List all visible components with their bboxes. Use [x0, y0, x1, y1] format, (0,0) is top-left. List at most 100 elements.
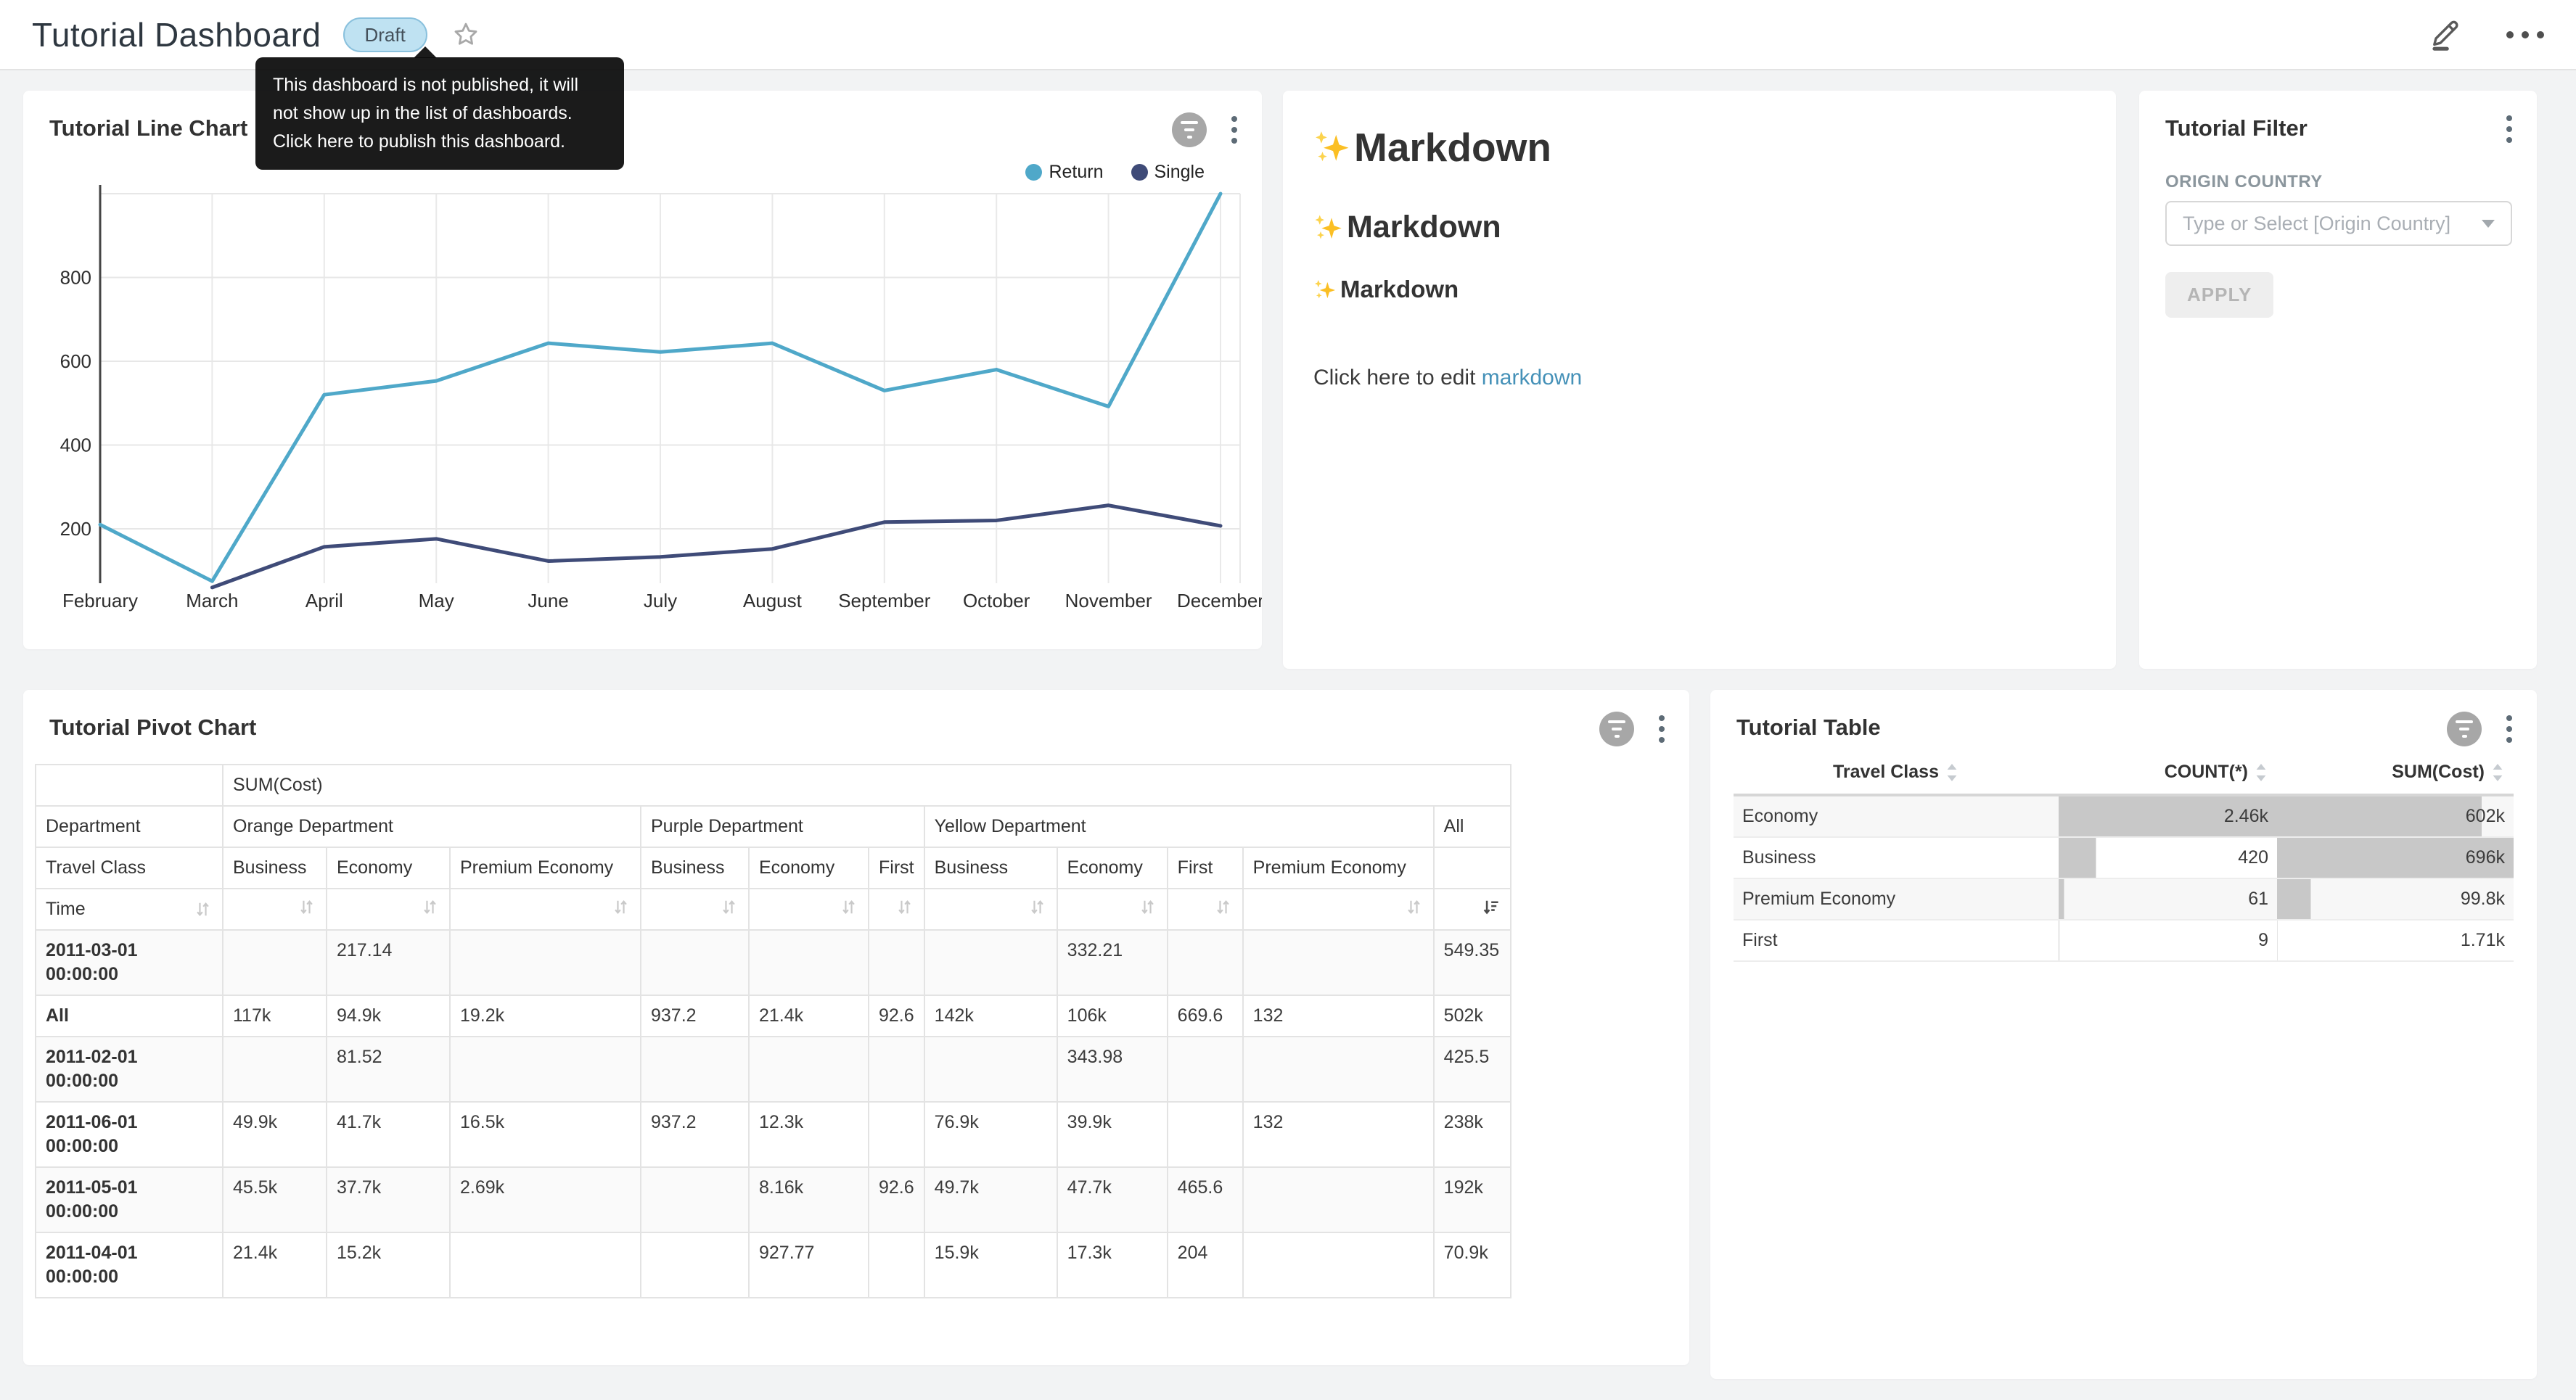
publish-tooltip[interactable]: This dashboard is not published, it will… [255, 57, 624, 170]
pivot-value-cell: 15.2k [327, 1232, 450, 1298]
pivot-sort-cell [1243, 889, 1434, 930]
x-axis-label: August [743, 590, 803, 612]
pivot-value-cell: 39.9k [1057, 1102, 1168, 1167]
sort-icon[interactable] [1138, 897, 1157, 917]
pivot-value-cell [749, 930, 869, 995]
panel-menu-button[interactable] [2503, 112, 2515, 146]
pivot-value-cell: 332.21 [1057, 930, 1168, 995]
cell-sum-cost: 1.71k [2277, 920, 2514, 961]
sort-desc-active-icon[interactable] [1481, 897, 1501, 917]
pivot-value-cell: 2.69k [450, 1167, 641, 1232]
pivot-value-cell: 132 [1243, 995, 1434, 1037]
pivot-value-cell: 16.5k [450, 1102, 641, 1167]
filter-field-label: ORIGIN COUNTRY [2165, 172, 2323, 192]
sort-icon[interactable] [420, 897, 440, 917]
pivot-value-cell [1168, 930, 1243, 995]
pivot-value-cell [1243, 1167, 1434, 1232]
pivot-value-cell: 192k [1434, 1167, 1511, 1232]
panel-title: Tutorial Filter [2165, 115, 2308, 141]
panel-tutorial-line-chart: Tutorial Line Chart ReturnSingle 2004006… [23, 91, 1262, 649]
pivot-value-cell: 927.77 [749, 1232, 869, 1298]
panel-menu-button[interactable] [2503, 712, 2515, 746]
pivot-value-cell [869, 1102, 924, 1167]
pivot-value-cell [924, 1037, 1057, 1102]
table-column-header[interactable]: SUM(Cost) [2277, 751, 2514, 795]
pivot-sort-cell [1057, 889, 1168, 930]
pivot-class-header: First [1168, 847, 1243, 889]
sort-icon[interactable] [895, 897, 914, 917]
sort-icon[interactable] [719, 897, 739, 917]
pivot-value-cell [223, 930, 327, 995]
pivot-value-cell: 465.6 [1168, 1167, 1243, 1232]
table-column-header[interactable]: COUNT(*) [2059, 751, 2277, 795]
x-axis-label: April [305, 590, 343, 612]
sort-icon[interactable] [297, 897, 316, 917]
pivot-sort-cell [327, 889, 450, 930]
cell-sum-cost: 99.8k [2277, 878, 2514, 920]
x-axis-label: July [644, 590, 677, 612]
filter-indicator-icon[interactable] [1599, 712, 1634, 746]
favorite-button[interactable] [451, 20, 481, 50]
edit-dashboard-button[interactable] [2428, 17, 2463, 52]
pivot-sort-cell [223, 889, 327, 930]
pivot-value-cell: 21.4k [223, 1232, 327, 1298]
column-sort-icon[interactable] [1945, 762, 1959, 783]
pivot-group-header: Yellow Department [924, 806, 1434, 847]
pivot-value-cell [1243, 1232, 1434, 1298]
pivot-row-label: All [36, 995, 223, 1037]
legend-item-return[interactable]: Return [1025, 162, 1103, 183]
pivot-class-header: Economy [327, 847, 450, 889]
pivot-row-label: 2011-06-01 00:00:00 [36, 1102, 223, 1167]
pivot-value-cell [869, 930, 924, 995]
panel-markdown: Markdown Markdown Markdown Click here to… [1283, 91, 2116, 669]
panel-menu-button[interactable] [1228, 113, 1240, 147]
pivot-value-cell: 8.16k [749, 1167, 869, 1232]
more-actions-button[interactable] [2506, 31, 2544, 38]
panel-actions [1599, 712, 1668, 746]
pivot-class-header: Premium Economy [450, 847, 641, 889]
pivot-row-dimension: Travel Class [36, 847, 223, 889]
markdown-edit-link[interactable]: markdown [1482, 366, 1582, 390]
chart-legend: Return Single [1025, 162, 1205, 183]
panel-menu-button[interactable] [1656, 712, 1668, 746]
sort-icon[interactable] [193, 899, 213, 919]
pivot-value-cell: 425.5 [1434, 1037, 1511, 1102]
sort-icon[interactable] [1213, 897, 1233, 917]
origin-country-select[interactable]: Type or Select [Origin Country] [2165, 201, 2512, 246]
pivot-value-cell [641, 1232, 749, 1298]
pivot-row-label: 2011-05-01 00:00:00 [36, 1167, 223, 1232]
pivot-value-cell: 81.52 [327, 1037, 450, 1102]
panel-tutorial-pivot-chart: Tutorial Pivot Chart SUM(Cost)Department… [23, 690, 1689, 1365]
filter-indicator-icon[interactable] [2447, 712, 2482, 746]
column-sort-icon[interactable] [2490, 762, 2505, 783]
pivot-value-cell [869, 1037, 924, 1102]
pivot-sort-cell [924, 889, 1057, 930]
pivot-sort-cell [1434, 889, 1511, 930]
panel-tutorial-filter: Tutorial Filter ORIGIN COUNTRY Type or S… [2139, 91, 2537, 669]
column-sort-icon[interactable] [2254, 762, 2268, 783]
legend-label: Return [1049, 162, 1103, 183]
pivot-sort-cell [450, 889, 641, 930]
sort-icon[interactable] [839, 897, 858, 917]
pivot-value-cell: 238k [1434, 1102, 1511, 1167]
panel-actions [2503, 112, 2515, 146]
pivot-table: SUM(Cost)DepartmentOrange DepartmentPurp… [35, 764, 1511, 1298]
pivot-value-cell: 70.9k [1434, 1232, 1511, 1298]
y-axis-label: 200 [60, 518, 91, 540]
table-row: Economy2.46k602k [1734, 795, 2514, 837]
pivot-value-cell [641, 1167, 749, 1232]
apply-button[interactable]: APPLY [2165, 272, 2273, 318]
legend-item-single[interactable]: Single [1131, 162, 1205, 183]
x-axis-label: November [1065, 590, 1152, 612]
pivot-value-cell [924, 930, 1057, 995]
filter-indicator-icon[interactable] [1172, 112, 1207, 147]
pivot-value-cell: 343.98 [1057, 1037, 1168, 1102]
markdown-heading-3: Markdown [1313, 276, 2087, 303]
sort-icon[interactable] [611, 897, 631, 917]
sort-icon[interactable] [1027, 897, 1047, 917]
cell-travel-class: Business [1734, 837, 2059, 878]
table-column-header[interactable]: Travel Class [1734, 751, 2059, 795]
pivot-value-cell [1243, 930, 1434, 995]
chevron-down-icon [2482, 220, 2495, 228]
sort-icon[interactable] [1404, 897, 1424, 917]
